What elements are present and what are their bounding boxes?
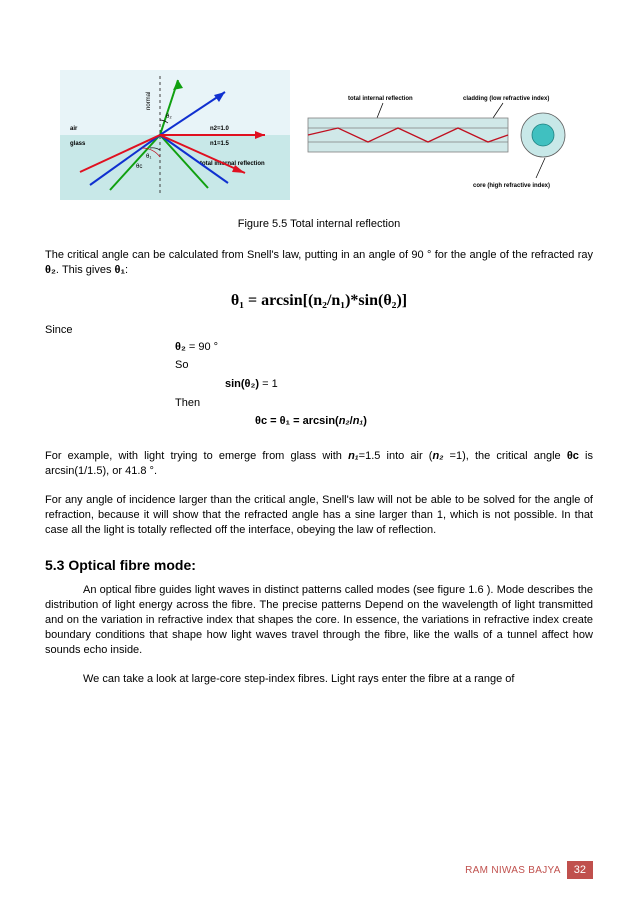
text: n₂ <box>432 450 443 462</box>
svg-text:total internal reflection: total internal reflection <box>200 161 265 167</box>
paragraph-critical-angle: The critical angle can be calculated fro… <box>45 248 593 278</box>
eq-line: θ₂ = 90 ° <box>175 338 593 357</box>
svg-text:glass: glass <box>70 141 86 147</box>
text: θc = θ₁ = arcsin( <box>255 415 339 427</box>
text: . This gives <box>56 264 115 276</box>
paragraph-mode: An optical fibre guides light waves in d… <box>45 583 593 657</box>
text: θ₂ <box>175 341 186 353</box>
svg-text:n2=1.0: n2=1.0 <box>210 126 230 132</box>
page-number: 32 <box>567 861 593 879</box>
text: n₁ <box>353 415 364 427</box>
svg-text:n1=1.5: n1=1.5 <box>210 141 230 147</box>
figure-caption: Figure 5.5 Total internal reflection <box>45 218 593 230</box>
svg-text:air: air <box>70 126 78 132</box>
formula-arcsin: θ₁ = arcsin[(n₂/n₁)*sin(θ₂)] <box>45 292 593 310</box>
figure-row: normal air glass n2=1.0 n1=1.5 total int… <box>45 70 593 200</box>
section-heading: 5.3 Optical fibre mode: <box>45 557 593 573</box>
paragraph-snell: For any angle of incidence larger than t… <box>45 493 593 538</box>
text: =1), the critical angle <box>443 450 566 462</box>
text: =1.5 into air ( <box>359 450 433 462</box>
text: : <box>125 264 128 276</box>
text: n₁ <box>348 450 359 462</box>
svg-text:θc: θc <box>136 164 142 170</box>
then-label: Then <box>175 394 593 413</box>
svg-text:core (high refractive index): core (high refractive index) <box>473 183 550 189</box>
text: θ₂ <box>45 264 56 276</box>
svg-text:total internal reflection: total internal reflection <box>348 96 413 102</box>
author-name: RAM NIWAS BAJYA <box>465 865 561 876</box>
text: θc <box>567 450 579 462</box>
svg-text:cladding (low refractive index: cladding (low refractive index) <box>463 96 549 102</box>
text: For example, with light trying to emerge… <box>45 450 348 462</box>
svg-text:θ₂: θ₂ <box>166 114 172 120</box>
svg-text:θ₁: θ₁ <box>146 154 151 160</box>
so-label: So <box>175 356 593 375</box>
svg-text:normal: normal <box>146 92 152 110</box>
since-label: Since <box>45 324 593 336</box>
text: = 90 ° <box>186 341 218 353</box>
derivation-block: θ₂ = 90 ° So sin(θ₂) = 1 Then θc = θ₁ = … <box>175 338 593 431</box>
paragraph-stepindex: We can take a look at large-core step-in… <box>45 672 593 687</box>
eq-line: θc = θ₁ = arcsin(n₂/n₁) <box>255 412 593 431</box>
text: = 1 <box>259 378 278 390</box>
text: sin(θ₂) <box>225 378 259 390</box>
text: θ₁ <box>115 264 126 276</box>
text: ) <box>363 415 367 427</box>
text: The critical angle can be calculated fro… <box>45 249 593 261</box>
fibre-diagram: total internal reflection cladding (low … <box>298 70 578 200</box>
eq-line: sin(θ₂) = 1 <box>225 375 593 394</box>
paragraph-example: For example, with light trying to emerge… <box>45 449 593 479</box>
text: n₂ <box>339 415 350 427</box>
page-footer: RAM NIWAS BAJYA 32 <box>465 861 593 879</box>
refraction-diagram: normal air glass n2=1.0 n1=1.5 total int… <box>60 70 290 200</box>
